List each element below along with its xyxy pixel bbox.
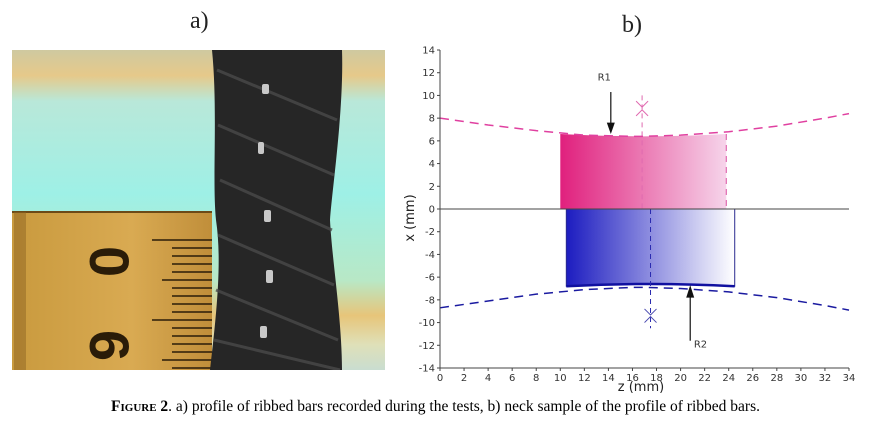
lower-profile-curve (439, 286, 850, 311)
r1-arrowhead (606, 122, 615, 135)
y-tick-label: -12 (419, 341, 435, 352)
figure-caption: Figure 2. a) profile of ribbed bars reco… (0, 398, 871, 416)
upper-symmetry-mark-bottom (635, 109, 649, 117)
x-tick-label: 6 (509, 373, 515, 384)
y-tick-label: 12 (422, 68, 435, 79)
lower-symmetry-mark-bottom (644, 315, 657, 323)
x-tick-label: 24 (722, 373, 735, 384)
y-tick-label: -6 (425, 273, 435, 284)
x-tick-label: 34 (843, 373, 856, 384)
y-tick-label: 14 (422, 46, 435, 57)
x-tick-label: 18 (650, 373, 663, 384)
y-tick-label: 8 (429, 114, 435, 125)
y-tick-label: 2 (429, 182, 435, 193)
x-tick-label: 32 (819, 373, 832, 384)
x-tick-label: 20 (674, 373, 687, 384)
ruler-ticks (152, 239, 212, 369)
y-tick-label: -8 (425, 295, 435, 306)
upper-symmetry-mark-top (635, 100, 649, 108)
figure-label: Figure 2 (111, 398, 169, 415)
ruler-digit-6: 6 (78, 330, 141, 361)
r2-arrowhead (686, 285, 695, 298)
y-tick-label: -14 (419, 364, 435, 375)
lower-symmetry-mark-top (644, 308, 657, 316)
x-tick-label: 0 (437, 373, 443, 384)
x-tick-label: 30 (795, 373, 808, 384)
y-tick-label: -4 (425, 250, 435, 261)
y-tick-label: 6 (429, 136, 435, 147)
upper-profile-curve (439, 112, 850, 138)
panel-a-label: a) (190, 8, 209, 34)
x-axis-title: z (mm) (618, 380, 664, 395)
x-tick-label: 28 (770, 373, 783, 384)
bar-highlights (258, 84, 273, 338)
ribbed-bar (210, 50, 343, 370)
ruler-digit-0: 0 (78, 246, 141, 277)
upper-neck-region (560, 134, 727, 209)
y-tick-label: 4 (429, 159, 435, 170)
x-tick-label: 14 (602, 373, 615, 384)
panel-b-label: b) (622, 12, 642, 38)
x-tick-label: 16 (626, 373, 639, 384)
x-tick-label: 2 (461, 373, 467, 384)
r2-label: R2 (694, 340, 707, 351)
bar-ribs (213, 68, 341, 370)
x-tick-label: 4 (485, 373, 491, 384)
x-tick-label: 10 (554, 373, 567, 384)
ribbed-bar-photo: 0 6 (12, 50, 385, 370)
x-tick-label: 8 (533, 373, 539, 384)
y-tick-label: -2 (425, 227, 435, 238)
x-tick-label: 12 (578, 373, 591, 384)
x-tick-label: 26 (746, 373, 759, 384)
r1-label: R1 (598, 73, 611, 84)
y-tick-label: 0 (429, 205, 435, 216)
caption-text: . a) profile of ribbed bars recorded dur… (168, 398, 760, 415)
x-tick-label: 22 (698, 373, 711, 384)
y-tick-label: 10 (422, 91, 435, 102)
y-tick-label: -10 (419, 318, 435, 329)
y-axis-title: x (mm) (403, 194, 418, 241)
